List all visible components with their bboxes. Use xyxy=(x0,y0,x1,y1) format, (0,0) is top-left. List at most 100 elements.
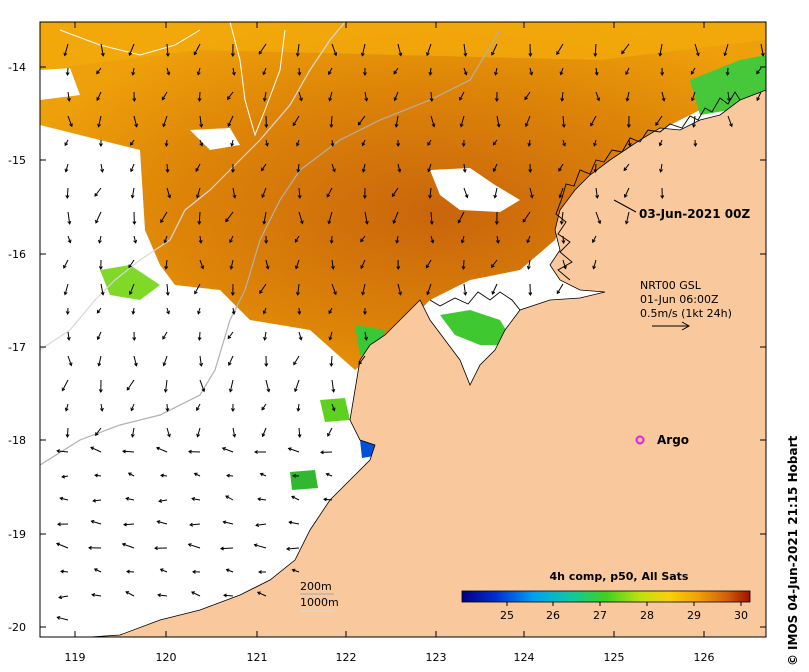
current-vector xyxy=(161,91,168,100)
current-vector-head xyxy=(130,407,135,412)
current-vector-head xyxy=(661,97,666,102)
current-vector-head xyxy=(265,265,270,270)
current-vector xyxy=(621,43,630,54)
current-vector xyxy=(593,139,597,146)
current-vector xyxy=(232,307,235,314)
current-vector-head xyxy=(592,239,596,244)
current-vector-head xyxy=(122,449,126,454)
credit-text: © IMOS 04-Jun-2021 21:15 Hobart xyxy=(786,436,800,666)
current-vector xyxy=(294,235,300,243)
current-vector-head xyxy=(323,497,328,502)
current-vector xyxy=(331,403,335,411)
current-vector-head xyxy=(393,97,398,102)
current-vector-head xyxy=(624,194,628,198)
copyright-icon: © xyxy=(786,654,800,666)
current-vector xyxy=(199,355,202,366)
current-vector xyxy=(558,163,564,172)
current-vector xyxy=(328,67,333,75)
current-vector xyxy=(522,211,531,223)
current-vector-head xyxy=(227,335,232,340)
current-vector xyxy=(426,283,432,295)
current-vector-head xyxy=(320,450,324,455)
current-vector-head xyxy=(495,239,500,244)
current-vector xyxy=(130,403,135,411)
current-vector xyxy=(257,591,267,597)
current-vector-head xyxy=(529,194,534,199)
current-vector xyxy=(100,43,104,56)
colorbar-ticks xyxy=(506,602,742,606)
current-vector-head xyxy=(98,143,103,147)
current-vector xyxy=(426,43,432,56)
current-vector xyxy=(295,259,300,269)
current-vector xyxy=(623,163,630,171)
current-vector-head xyxy=(560,97,565,102)
current-vector xyxy=(191,591,201,597)
current-vector-head xyxy=(164,265,169,270)
current-vector xyxy=(463,187,468,198)
current-vector-head xyxy=(96,97,100,102)
current-vector-head xyxy=(492,141,497,146)
current-vector xyxy=(727,67,729,76)
current-vector-head xyxy=(331,407,336,412)
current-vector-head xyxy=(230,292,235,296)
current-vector-head xyxy=(231,71,236,76)
current-vector-head xyxy=(57,522,61,527)
current-vector xyxy=(166,163,169,173)
current-vector xyxy=(297,43,300,56)
current-vector xyxy=(122,543,135,549)
current-vector-head xyxy=(297,195,302,199)
current-vector-head xyxy=(292,473,296,478)
current-vector-head xyxy=(65,195,70,199)
current-vector-head xyxy=(562,142,566,147)
current-vector xyxy=(526,235,531,243)
current-vector-head xyxy=(328,97,333,102)
current-vector-head xyxy=(496,123,501,128)
current-vector-head xyxy=(327,220,332,225)
current-vector xyxy=(129,283,135,295)
current-vector-head xyxy=(727,98,731,102)
current-vector-head xyxy=(529,71,534,76)
current-vector xyxy=(298,331,302,340)
current-vector-head xyxy=(292,122,297,127)
current-vector xyxy=(188,543,201,549)
current-vector-head xyxy=(134,123,138,128)
current-vector-head xyxy=(166,310,170,315)
cloud-gap-2 xyxy=(190,128,240,150)
current-vector xyxy=(56,543,69,549)
current-vector-head xyxy=(556,51,560,56)
date-pointer xyxy=(613,199,637,213)
current-vector xyxy=(297,163,300,172)
current-vector-head xyxy=(690,97,695,102)
current-vector-head xyxy=(327,432,331,437)
current-vector xyxy=(595,67,598,75)
current-vector xyxy=(193,43,201,55)
current-vector-head xyxy=(161,96,166,101)
sst-top-band xyxy=(40,22,766,70)
lat-tick-label: -20 xyxy=(8,621,26,634)
current-vector-head xyxy=(460,239,465,244)
current-vector xyxy=(559,187,564,198)
current-vector xyxy=(624,187,630,198)
current-vector xyxy=(529,67,533,75)
current-vector-head xyxy=(291,495,295,500)
current-vector-head xyxy=(397,168,402,173)
current-vector-head xyxy=(491,51,495,56)
current-vector xyxy=(133,235,137,243)
current-vector-head xyxy=(167,194,172,199)
current-vector-head xyxy=(427,168,432,173)
current-vector-head xyxy=(723,52,728,57)
current-vector-head xyxy=(592,265,597,270)
current-vector xyxy=(358,355,366,365)
current-vector-head xyxy=(593,53,598,57)
current-vector-head xyxy=(165,408,170,412)
current-vector-head xyxy=(121,542,126,547)
current-vector xyxy=(67,67,69,76)
current-vector xyxy=(195,163,201,172)
current-vector xyxy=(160,211,168,223)
current-vector-head xyxy=(625,71,629,76)
lon-tick-label: 122 xyxy=(336,651,357,664)
current-vector xyxy=(96,91,102,101)
current-vector xyxy=(67,211,71,224)
current-vector-head xyxy=(491,264,495,268)
current-vector xyxy=(331,43,337,56)
